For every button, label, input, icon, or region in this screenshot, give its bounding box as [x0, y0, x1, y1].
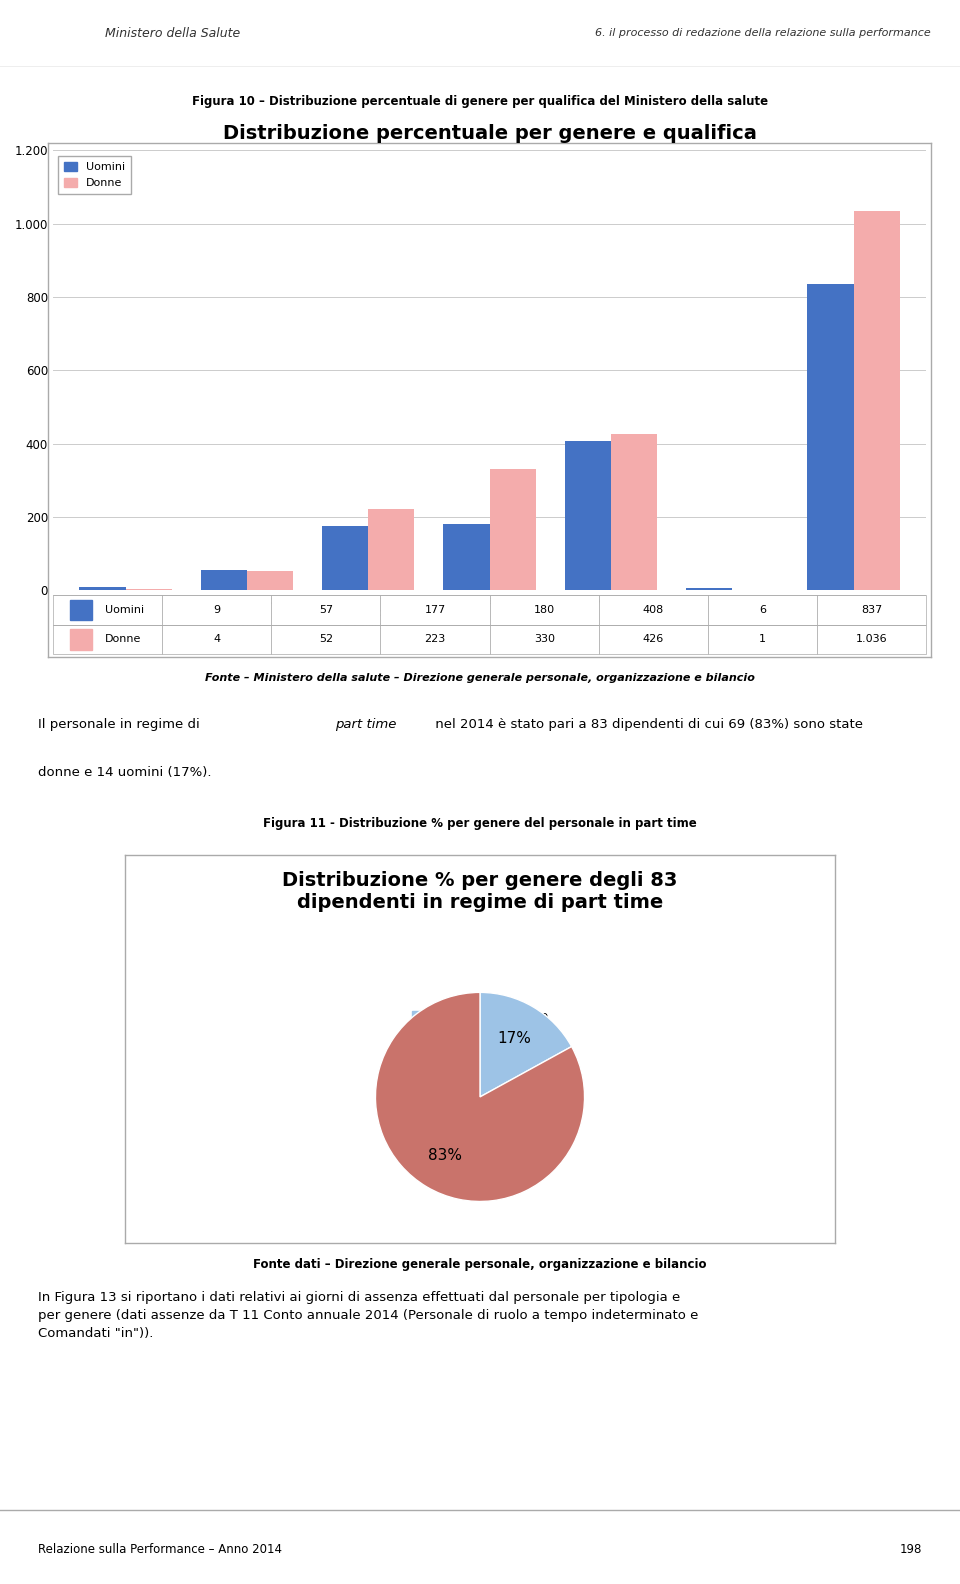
Bar [853, 211, 900, 591]
Bar [369, 508, 415, 591]
Bar [323, 526, 369, 591]
Text: Uomini: Uomini [106, 605, 144, 615]
Text: 17%: 17% [497, 1031, 532, 1045]
Title: Distribuzione percentuale per genere e qualifica: Distribuzione percentuale per genere e q… [223, 125, 756, 144]
Text: Il personale in regime di: Il personale in regime di [38, 718, 204, 730]
Bar [80, 588, 126, 591]
Bar [611, 434, 657, 591]
Text: 6. il processo di redazione della relazione sulla performance: 6. il processo di redazione della relazi… [595, 29, 931, 38]
Bar [70, 629, 92, 649]
Text: 83%: 83% [428, 1148, 463, 1163]
Bar [490, 469, 536, 591]
Bar [807, 284, 853, 591]
Wedge shape [480, 992, 571, 1096]
Text: Fonte dati – Direzione generale personale, organizzazione e bilancio: Fonte dati – Direzione generale personal… [253, 1258, 707, 1270]
Text: Distribuzione % per genere degli 83
dipendenti in regime di part time: Distribuzione % per genere degli 83 dipe… [282, 871, 678, 912]
Bar [247, 572, 293, 591]
Text: Figura 10 – Distribuzione percentuale di genere per qualifica del Ministero dell: Figura 10 – Distribuzione percentuale di… [192, 95, 768, 108]
Bar [201, 570, 247, 591]
Text: nel 2014 è stato pari a 83 dipendenti di cui 69 (83%) sono state: nel 2014 è stato pari a 83 dipendenti di… [430, 718, 862, 730]
Bar [70, 600, 92, 621]
Text: Ministero della Salute: Ministero della Salute [106, 27, 240, 40]
Text: donne e 14 uomini (17%).: donne e 14 uomini (17%). [38, 765, 212, 779]
Text: Fonte – Ministero della salute – Direzione generale personale, organizzazione e : Fonte – Ministero della salute – Direzio… [205, 673, 755, 683]
Text: Relazione sulla Performance – Anno 2014: Relazione sulla Performance – Anno 2014 [38, 1543, 282, 1555]
Bar [564, 440, 611, 591]
Text: 198: 198 [900, 1543, 922, 1555]
Text: In Figura 13 si riportano i dati relativi ai giorni di assenza effettuati dal pe: In Figura 13 si riportano i dati relativ… [38, 1291, 699, 1340]
Bar [686, 588, 732, 591]
Bar [444, 524, 490, 591]
Wedge shape [375, 992, 585, 1201]
Text: Figura 11 - Distribuzione % per genere del personale in part time: Figura 11 - Distribuzione % per genere d… [263, 817, 697, 830]
Text: part time: part time [335, 718, 396, 730]
Legend: uomini, donne: uomini, donne [407, 1006, 553, 1028]
Text: Donne: Donne [106, 635, 141, 645]
Legend: Uomini, Donne: Uomini, Donne [59, 157, 131, 193]
